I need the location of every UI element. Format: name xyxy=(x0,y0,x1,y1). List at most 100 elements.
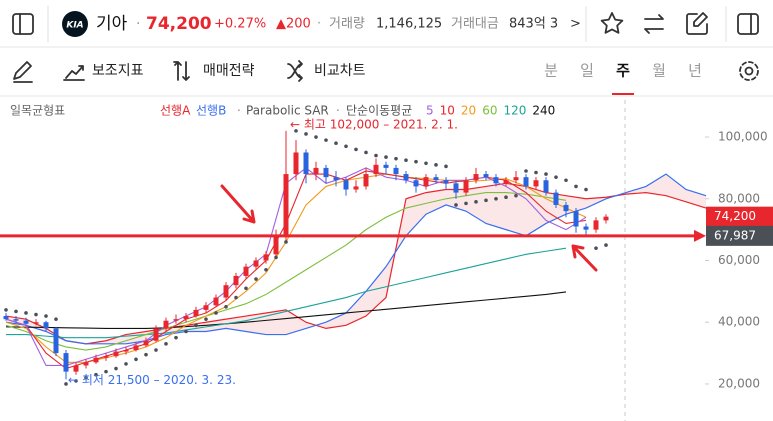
candle-body xyxy=(443,180,449,184)
sar-dot xyxy=(564,178,568,183)
ma-line xyxy=(6,247,567,339)
amount-label: 거래대금 xyxy=(451,17,499,32)
favorite-button[interactable] xyxy=(600,12,624,34)
sar-dot xyxy=(84,375,88,380)
sar-dot xyxy=(554,175,558,179)
candle-body xyxy=(433,177,439,181)
sar-dot xyxy=(274,255,278,260)
candle-body xyxy=(143,340,149,346)
candle-body xyxy=(63,353,69,372)
sar-dot xyxy=(234,295,238,300)
candle-body xyxy=(203,305,209,310)
change: ▲200 xyxy=(276,17,311,32)
sar-dot xyxy=(94,372,98,377)
candle-body xyxy=(473,174,479,181)
candle-body xyxy=(423,177,429,187)
candle-body xyxy=(553,192,559,205)
sar-dot xyxy=(394,156,398,161)
toolbar-item[interactable]: 비교차트 xyxy=(314,63,366,79)
sar-dot xyxy=(414,159,418,164)
candle-body xyxy=(73,365,79,372)
candle-body xyxy=(43,322,49,329)
sar-dot xyxy=(254,277,258,281)
stock-name: 기아 xyxy=(96,14,128,34)
annotation: ← 최저 21,500 – 2020. 3. 23. xyxy=(68,373,236,387)
volume: 1,146,125 xyxy=(376,17,442,32)
candle-body xyxy=(93,357,99,363)
toolbar-item[interactable]: 매매전략 xyxy=(203,63,255,79)
sar-dot xyxy=(354,147,358,152)
draw-button[interactable] xyxy=(13,61,33,83)
sar-dot xyxy=(524,169,528,173)
candle-body xyxy=(103,356,109,358)
sar-dot xyxy=(244,286,248,291)
legend-entry: 240 xyxy=(532,104,555,118)
edit-button[interactable] xyxy=(686,12,708,35)
sar-dot xyxy=(444,164,448,169)
amount: 843억 3 xyxy=(509,17,558,32)
period-tab[interactable]: 월 xyxy=(652,62,666,80)
candle-body xyxy=(233,275,239,286)
candle-body xyxy=(353,186,359,190)
legend-sar: Parabolic SAR xyxy=(246,104,329,118)
period-tab[interactable]: 주 xyxy=(616,62,630,80)
settings-button[interactable] xyxy=(739,61,759,81)
sar-dot xyxy=(464,201,468,206)
candle-body xyxy=(193,309,199,317)
sidebar-toggle[interactable] xyxy=(12,13,34,35)
sar-dot xyxy=(214,311,218,315)
sar-dot xyxy=(4,308,8,312)
price-label-bg xyxy=(706,206,773,227)
candle-body xyxy=(603,216,609,221)
candle-body xyxy=(393,167,399,175)
candle-body xyxy=(13,319,19,321)
sar-dot xyxy=(334,141,338,146)
candle-body xyxy=(223,285,229,298)
toolbar-item[interactable]: 보조지표 xyxy=(92,63,144,79)
sar-dot xyxy=(364,150,368,155)
candle-body xyxy=(593,220,599,230)
legend-separator: · xyxy=(336,104,340,118)
sar-dot xyxy=(514,193,518,198)
sar-dot xyxy=(194,323,198,328)
candle-body xyxy=(523,177,529,187)
panel-toggle[interactable] xyxy=(737,13,759,35)
sar-dot xyxy=(144,352,148,357)
sar-dot xyxy=(54,317,58,321)
legend-entry: 5 xyxy=(426,104,434,118)
sar-dot xyxy=(34,312,38,317)
sar-dot xyxy=(344,144,348,149)
candle-body xyxy=(213,297,219,306)
legend-separator: · xyxy=(237,104,241,118)
sar-dot xyxy=(174,335,178,340)
ma-line xyxy=(5,173,587,363)
sar-dot xyxy=(64,382,68,386)
logo-bg xyxy=(62,11,88,37)
candle-body xyxy=(253,260,259,267)
sar-dot xyxy=(104,369,108,374)
sar-dot xyxy=(284,240,288,244)
candle-body xyxy=(363,174,369,187)
y-tick-label: 20,000 xyxy=(718,376,760,390)
y-tick-label: 40,000 xyxy=(718,315,760,329)
period-tab[interactable]: 분 xyxy=(544,62,558,80)
compare-icon xyxy=(287,60,303,82)
sar-dot xyxy=(314,135,318,139)
sar-dot xyxy=(204,317,208,321)
change-rate: +0.27% xyxy=(214,17,266,32)
candle-body xyxy=(573,211,579,227)
more[interactable]: > xyxy=(570,17,581,32)
candle-body xyxy=(323,167,329,178)
price-label-bg xyxy=(706,225,773,246)
candle-body xyxy=(313,167,319,175)
sar-dot xyxy=(534,170,538,175)
strategy-icon xyxy=(173,61,190,81)
sar-dot xyxy=(384,155,388,159)
candle-body xyxy=(383,164,389,168)
annotation: ← 최고 102,000 – 2021. 2. 1. xyxy=(290,117,458,131)
sar-dot xyxy=(184,329,188,334)
period-tab[interactable]: 년 xyxy=(688,62,702,80)
period-tab[interactable]: 일 xyxy=(580,62,594,80)
switch-button[interactable] xyxy=(644,14,664,34)
